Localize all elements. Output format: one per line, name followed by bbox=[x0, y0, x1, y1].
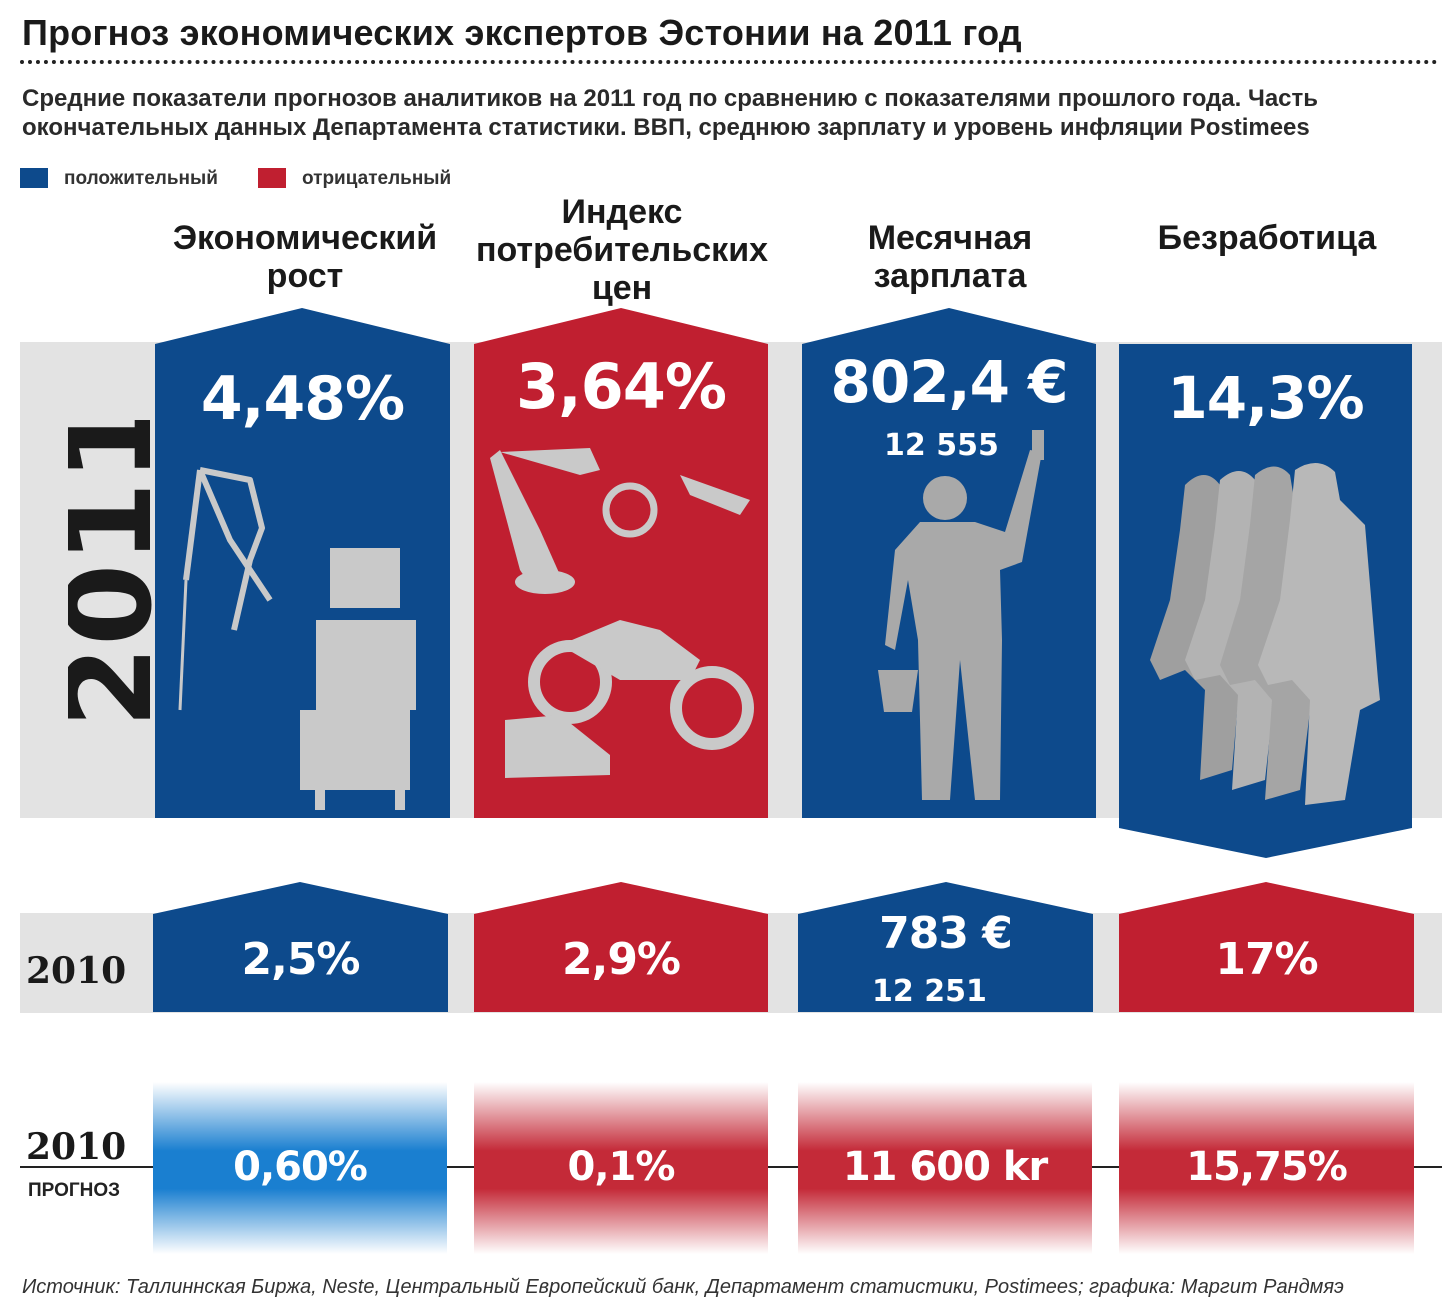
forecast-row-sublabel: ПРОГНОЗ bbox=[28, 1180, 121, 1201]
column-header-salary: Месячная зарплата bbox=[795, 219, 1105, 295]
row-2010-label: 2010 bbox=[26, 950, 127, 992]
painter-worker-icon bbox=[878, 430, 1044, 800]
legend-positive-label: положительный bbox=[64, 168, 218, 189]
page-title: Прогноз экономических экспертов Эстонии … bbox=[22, 12, 1022, 53]
value-cpi-2010: 2,9% bbox=[561, 934, 681, 985]
forecast-cell-unemployment: 15,75% bbox=[1119, 1082, 1414, 1254]
panel-cpi-2011 bbox=[474, 308, 768, 818]
row-2010-panels bbox=[153, 882, 1414, 1012]
consumer-goods-icon bbox=[490, 448, 754, 778]
panel-growth-2010 bbox=[153, 882, 448, 1012]
column-header-line: Безработица bbox=[1157, 219, 1377, 257]
row-2011-panels bbox=[155, 308, 1412, 858]
value-cpi-2011: 3,64% bbox=[515, 350, 727, 423]
crane-icon bbox=[178, 467, 416, 810]
subtitle-line-1: Средние показатели прогнозов аналитиков … bbox=[22, 85, 1319, 112]
dotted-divider bbox=[20, 60, 1438, 64]
column-header-line: цен bbox=[591, 269, 653, 307]
subvalue-salary-2010: 12 251 bbox=[872, 974, 987, 1009]
value-growth-2010: 2,5% bbox=[241, 934, 360, 985]
column-header-line: Экономический bbox=[172, 219, 438, 257]
value-growth-forecast: 0,60% bbox=[233, 1144, 368, 1190]
value-salary-2011: 802,4 € bbox=[830, 348, 1068, 416]
forecast-cell-growth: 0,60% bbox=[153, 1082, 447, 1254]
column-header-line: зарплата bbox=[873, 257, 1027, 295]
column-header-line: Индекс bbox=[561, 193, 683, 231]
value-salary-2010: 783 € bbox=[879, 908, 1013, 959]
value-unemployment-2011: 14,3% bbox=[1167, 364, 1364, 432]
forecast-cell-cpi: 0,1% bbox=[474, 1082, 768, 1254]
column-header-line: Месячная bbox=[867, 219, 1033, 257]
column-header-line: потребительских bbox=[475, 231, 769, 269]
value-growth-2011: 4,48% bbox=[200, 364, 405, 434]
value-unemployment-2010: 17% bbox=[1215, 934, 1318, 985]
panel-cpi-2010 bbox=[474, 882, 768, 1012]
value-unemployment-forecast: 15,75% bbox=[1186, 1144, 1348, 1190]
legend-negative-label: отрицательный bbox=[302, 168, 452, 189]
legend-negative-swatch bbox=[258, 168, 286, 188]
subtitle-line-2: окончательных данных Департамента статис… bbox=[22, 114, 1310, 141]
forecast-cell-salary: 11 600 kr bbox=[798, 1082, 1092, 1254]
subtitle: Средние показатели прогнозов аналитиков … bbox=[22, 84, 1442, 142]
panel-salary-2010 bbox=[798, 882, 1093, 1012]
value-cpi-forecast: 0,1% bbox=[567, 1144, 676, 1190]
subvalue-salary-2011: 12 555 bbox=[884, 428, 999, 463]
column-header-cpi: Индекс потребительских цен bbox=[462, 193, 782, 307]
legend-positive-swatch bbox=[20, 168, 48, 188]
source-note: Источник: Таллиннская Биржа, Neste, Цент… bbox=[22, 1276, 1344, 1298]
unemployed-people-icon bbox=[1150, 462, 1380, 805]
column-header-line: рост bbox=[266, 257, 344, 295]
forecast-row-label: 2010 bbox=[26, 1126, 127, 1168]
column-header-growth: Экономический рост bbox=[150, 219, 460, 295]
value-salary-forecast: 11 600 kr bbox=[842, 1144, 1048, 1190]
panel-unemployment-2010 bbox=[1119, 882, 1414, 1012]
column-header-unemployment: Безработица bbox=[1112, 219, 1422, 257]
